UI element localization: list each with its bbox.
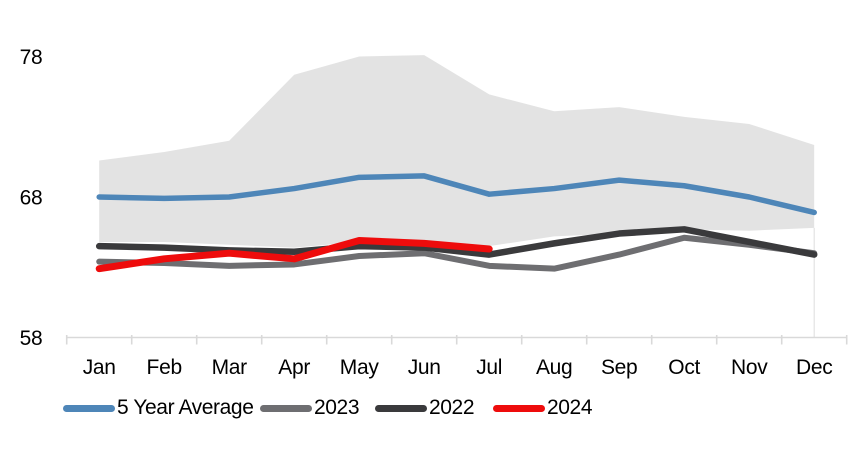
legend-swatch-2023 [260, 404, 312, 412]
line-chart: 58 68 78 Jan Feb Mar Apr May Jun Jul Aug Sep Oct Nov D… [20, 46, 848, 379]
legend-label-5-year-average: 5 Year Average [117, 396, 254, 419]
x-axis-label-jul: Jul [476, 356, 502, 379]
series-line-2022 [95, 226, 818, 258]
x-axis-label-may: May [340, 356, 380, 379]
x-axis-label-nov: Nov [731, 356, 768, 379]
y-axis-label-58: 58 [20, 327, 43, 350]
x-axis-label-oct: Oct [668, 356, 700, 379]
y-axis-label-68: 68 [20, 187, 43, 210]
x-axis-label-jun: Jun [408, 356, 441, 379]
x-axis-label-mar: Mar [212, 356, 248, 379]
legend-item-2023: 2023 [260, 396, 360, 420]
legend-swatch-2022 [375, 404, 427, 412]
x-axis-label-apr: Apr [278, 356, 310, 379]
legend-label-2024: 2024 [547, 396, 593, 419]
legend-swatch-2024 [493, 404, 545, 412]
x-axis-label-sep: Sep [601, 356, 637, 379]
series-line-2024 [95, 237, 493, 273]
x-axis-label-aug: Aug [536, 356, 572, 379]
five-year-range-band [99, 55, 815, 248]
legend-item-2024: 2024 [493, 396, 593, 420]
series-line-2023 [96, 234, 818, 272]
legend-item-2022: 2022 [375, 396, 475, 420]
legend-label-2022: 2022 [429, 396, 475, 419]
x-axis-label-jan: Jan [83, 356, 116, 379]
legend-label-2023: 2023 [314, 396, 360, 419]
legend-swatch-5-year-average [63, 404, 115, 412]
chart-legend: 5 Year Average 2023 2022 2024 [0, 396, 852, 424]
series-line-5-year-average [96, 173, 817, 216]
x-axis-label-dec: Dec [796, 356, 832, 379]
x-axis-label-feb: Feb [147, 356, 182, 379]
y-axis-label-78: 78 [20, 46, 43, 69]
legend-item-5-year-average: 5 Year Average [63, 396, 254, 420]
